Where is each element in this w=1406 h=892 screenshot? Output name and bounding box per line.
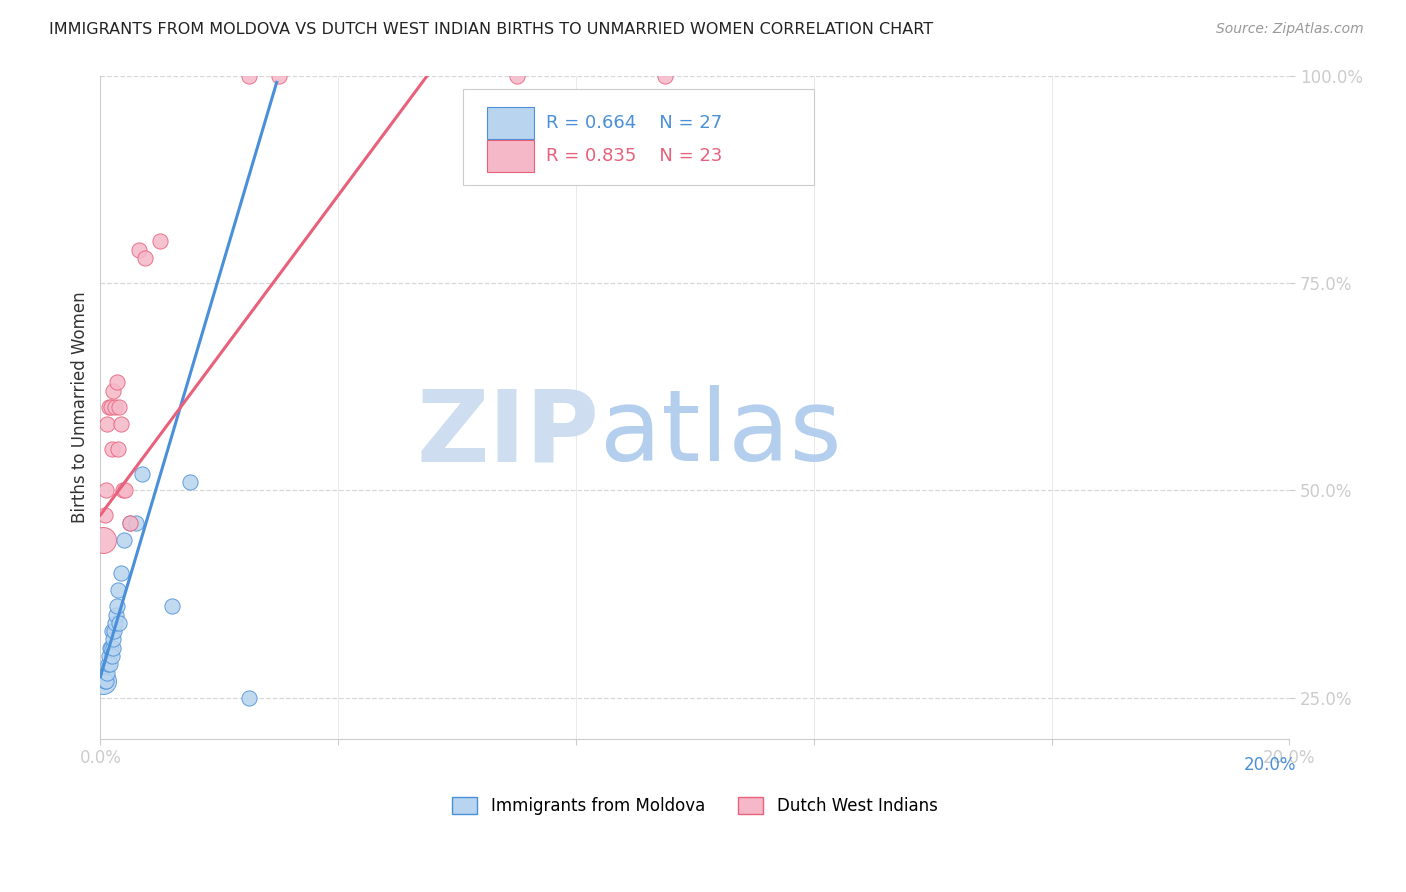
Point — [125, 516, 148, 531]
Point — [96, 417, 118, 431]
Point — [654, 69, 676, 83]
Point — [114, 483, 136, 498]
FancyBboxPatch shape — [486, 107, 534, 138]
Point — [238, 69, 260, 83]
Point — [103, 632, 125, 647]
Point — [112, 533, 135, 547]
Legend: Immigrants from Moldova, Dutch West Indians: Immigrants from Moldova, Dutch West Indi… — [446, 790, 945, 822]
Text: IMMIGRANTS FROM MOLDOVA VS DUTCH WEST INDIAN BIRTHS TO UNMARRIED WOMEN CORRELATI: IMMIGRANTS FROM MOLDOVA VS DUTCH WEST IN… — [49, 22, 934, 37]
Point — [107, 442, 129, 456]
Point — [96, 665, 118, 680]
Point — [104, 615, 127, 630]
Point — [107, 582, 129, 597]
Point — [505, 69, 527, 83]
Point — [103, 624, 125, 639]
Point — [98, 640, 121, 655]
Point — [96, 673, 118, 688]
Point — [101, 640, 124, 655]
Text: R = 0.835    N = 23: R = 0.835 N = 23 — [547, 147, 723, 165]
Point — [100, 640, 122, 655]
Y-axis label: Births to Unmarried Women: Births to Unmarried Women — [72, 292, 89, 523]
Point — [93, 508, 115, 522]
Point — [128, 243, 150, 257]
Point — [103, 384, 125, 398]
Point — [96, 483, 118, 498]
Point — [105, 599, 128, 614]
Point — [108, 401, 131, 415]
Point — [91, 533, 114, 547]
Point — [120, 516, 142, 531]
Point — [110, 417, 132, 431]
Point — [108, 615, 131, 630]
Point — [120, 516, 142, 531]
Text: R = 0.664    N = 27: R = 0.664 N = 27 — [547, 113, 723, 132]
Point — [97, 657, 120, 672]
Point — [131, 467, 153, 481]
Point — [98, 401, 121, 415]
Point — [110, 566, 132, 581]
Point — [100, 624, 122, 639]
Text: Source: ZipAtlas.com: Source: ZipAtlas.com — [1216, 22, 1364, 37]
Point — [111, 483, 134, 498]
Point — [104, 401, 127, 415]
FancyBboxPatch shape — [463, 89, 814, 185]
Point — [179, 475, 201, 489]
FancyBboxPatch shape — [486, 140, 534, 172]
Text: atlas: atlas — [600, 385, 841, 483]
Point — [134, 251, 156, 265]
Point — [238, 690, 260, 705]
Text: 20.0%: 20.0% — [1244, 756, 1296, 773]
Point — [100, 657, 122, 672]
Point — [101, 649, 124, 664]
Point — [105, 607, 128, 622]
Point — [101, 442, 124, 456]
Point — [100, 401, 122, 415]
Text: ZIP: ZIP — [418, 385, 600, 483]
Point — [98, 649, 121, 664]
Point — [91, 673, 114, 688]
Point — [149, 235, 172, 249]
Point — [105, 376, 128, 390]
Point — [267, 69, 290, 83]
Point — [94, 673, 117, 688]
Point — [160, 599, 183, 614]
